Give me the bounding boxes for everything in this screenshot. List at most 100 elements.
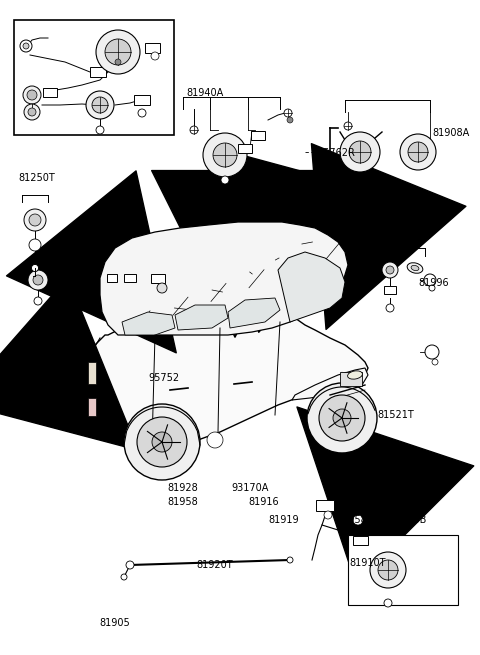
Bar [43,88,57,96]
Circle shape [425,345,439,359]
Circle shape [353,515,363,525]
Circle shape [92,97,108,113]
Ellipse shape [348,371,362,379]
Circle shape [105,39,131,65]
Bar [384,286,396,294]
Text: 95752: 95752 [148,373,179,383]
Text: 81916: 81916 [248,497,278,507]
Circle shape [20,40,32,52]
Circle shape [207,432,223,448]
Text: 81958: 81958 [168,497,198,507]
Text: 81920T: 81920T [197,560,233,570]
Text: 81910T: 81910T [350,558,386,568]
Circle shape [284,109,292,117]
Circle shape [28,108,36,116]
Bar [348,535,458,605]
Ellipse shape [407,263,423,273]
Text: 81907A: 81907A [44,390,82,400]
Text: 93110B: 93110B [389,515,427,525]
Circle shape [203,133,247,177]
Circle shape [31,265,38,272]
Circle shape [213,143,237,167]
Bar [352,536,368,544]
Circle shape [349,141,371,163]
Circle shape [333,409,351,427]
Circle shape [86,91,114,119]
Circle shape [27,90,37,100]
Text: 93170A: 93170A [231,483,268,493]
Polygon shape [175,305,228,330]
Circle shape [432,359,438,365]
Circle shape [33,275,43,285]
Bar [316,500,334,510]
Bar [90,67,106,77]
Text: 81521T: 81521T [378,410,414,420]
Circle shape [138,109,146,117]
Circle shape [221,176,229,184]
Text: 81250T: 81250T [19,173,55,183]
Circle shape [151,52,159,60]
Text: 81908A: 81908A [432,128,469,138]
Circle shape [408,142,428,162]
Circle shape [124,404,200,480]
Bar [88,398,96,416]
Circle shape [424,274,436,286]
Text: 81958: 81958 [336,515,367,525]
Circle shape [287,117,293,123]
Circle shape [96,30,140,74]
Circle shape [384,599,392,607]
Circle shape [324,511,332,519]
Bar [251,130,265,140]
Bar [124,274,136,282]
Circle shape [400,134,436,170]
Polygon shape [292,368,368,400]
Circle shape [23,43,29,49]
Polygon shape [100,222,348,335]
Circle shape [23,86,41,104]
Text: 81928: 81928 [168,483,198,493]
Circle shape [29,214,41,226]
Circle shape [190,126,198,134]
Bar [134,95,150,105]
Polygon shape [228,298,280,328]
Circle shape [152,432,172,452]
Circle shape [157,283,167,293]
Circle shape [378,560,398,580]
Circle shape [28,270,48,290]
Circle shape [370,552,406,588]
Circle shape [429,285,435,291]
Bar [14,20,174,135]
Circle shape [96,126,104,134]
Bar [340,372,362,386]
Polygon shape [122,312,175,335]
Bar [88,362,96,384]
Text: 81905: 81905 [100,618,131,628]
Circle shape [126,561,134,569]
Bar [151,274,165,282]
Circle shape [121,574,127,580]
Text: 81996: 81996 [418,278,449,288]
Circle shape [382,262,398,278]
Text: 81940A: 81940A [186,88,224,98]
Ellipse shape [411,265,419,271]
Circle shape [340,132,380,172]
Bar [107,274,117,282]
Polygon shape [85,312,368,445]
Circle shape [24,104,40,120]
Polygon shape [278,252,345,322]
Text: 95762R: 95762R [317,148,355,158]
Text: 81919: 81919 [268,515,299,525]
Circle shape [115,59,121,65]
Circle shape [287,557,293,563]
Circle shape [386,266,394,274]
Circle shape [307,383,377,453]
Circle shape [344,122,352,130]
Circle shape [29,239,41,251]
Bar [144,43,159,53]
Circle shape [24,209,46,231]
Circle shape [319,395,365,441]
Bar [238,143,252,153]
Circle shape [34,297,42,305]
Circle shape [137,417,187,467]
Circle shape [386,304,394,312]
